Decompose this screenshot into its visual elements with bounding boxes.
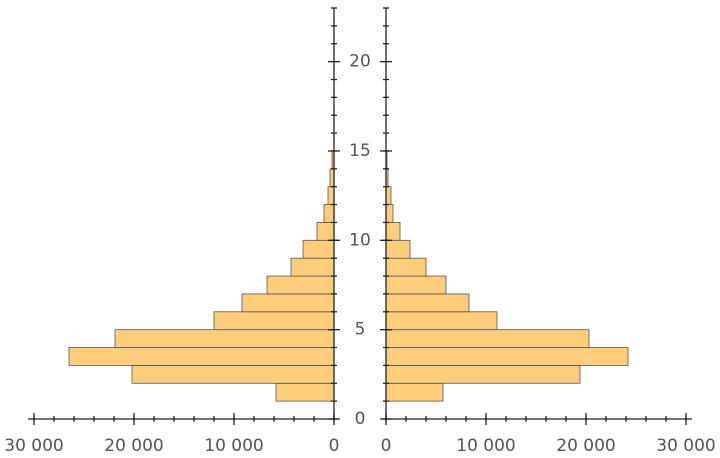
y-tick-label: 5 [355,320,366,340]
x-tick-label: 10 000 [456,436,515,456]
bar [385,257,427,277]
bar [385,347,629,366]
bar [290,257,335,277]
y-tick-label: 15 [349,141,371,161]
y-tick-label: 20 [349,52,371,72]
bar [68,347,335,366]
x-tick-label: 20 000 [556,436,615,456]
bar [385,311,498,331]
bar [275,382,335,402]
bar [385,293,470,313]
x-tick-label: 0 [329,436,340,456]
x-tick-label: 20 000 [104,436,163,456]
bar [385,239,411,259]
bar [385,222,401,241]
y-tick-label: 0 [355,409,366,429]
bar [323,204,335,223]
bar [241,293,335,313]
bar [385,186,392,205]
x-tick-label: 10 000 [204,436,263,456]
bar [266,275,335,295]
bar [385,275,447,295]
bar [213,311,335,331]
bar [385,382,444,402]
x-tick-label: 30 000 [656,436,715,456]
x-tick-label: 30 000 [4,436,63,456]
bar [316,222,335,241]
bar [302,239,335,259]
y-tick-label: 10 [349,230,371,250]
bar [385,364,581,384]
bar [131,364,335,384]
bar [385,204,394,223]
bar [327,186,335,205]
bar [114,329,335,348]
bar [385,329,590,348]
x-tick-label: 0 [381,436,392,456]
